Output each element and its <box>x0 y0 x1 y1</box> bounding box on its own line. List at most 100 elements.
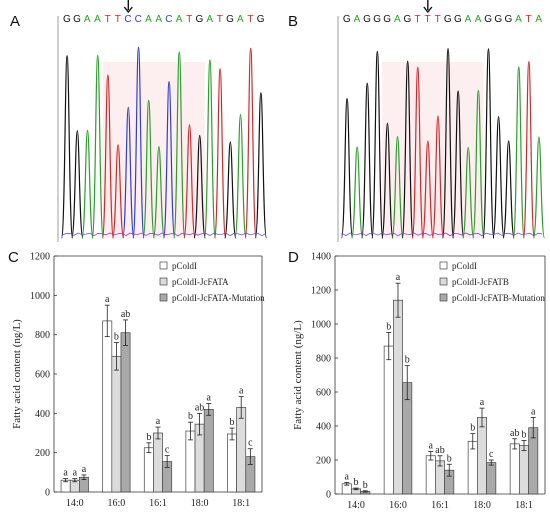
legend-entry: pColdI-JcFATB-Mutation <box>452 293 545 303</box>
bar <box>519 445 529 495</box>
trace-baseline <box>61 232 267 238</box>
quality-shading <box>102 62 205 238</box>
base-letter: G <box>257 14 265 25</box>
trace-peak <box>193 134 206 239</box>
trace-peak <box>411 66 424 239</box>
y-tick-label: 0 <box>45 488 50 499</box>
trace-peak <box>234 113 247 239</box>
significance-letter: a <box>345 471 350 482</box>
significance-letter: a <box>396 272 401 283</box>
y-tick-label: 1200 <box>311 286 331 297</box>
trace-peak <box>213 68 227 239</box>
base-letter: T <box>105 14 112 25</box>
trace-peak <box>431 115 445 239</box>
quality-shading <box>382 62 484 238</box>
significance-letter: ab <box>510 428 519 439</box>
trace-peak <box>183 124 196 239</box>
trace-peak <box>482 48 495 239</box>
bar-chart-d: D 0 200 400 600 800 1000 1200 1400 Fatty acid co… <box>288 249 546 511</box>
significance-letter: b <box>114 332 119 343</box>
base-letter: G <box>373 14 381 25</box>
arrow-head <box>123 6 133 14</box>
significance-letter: a <box>82 464 87 475</box>
base-letter: G <box>505 14 513 25</box>
legend-swatch <box>439 277 448 286</box>
base-letter: G <box>226 14 234 25</box>
x-tick-label: 16:0 <box>389 500 407 511</box>
legend-swatch <box>159 277 168 286</box>
trace-peak <box>532 136 546 239</box>
base-letter: T <box>435 14 442 25</box>
legend-swatch <box>439 293 448 302</box>
bar <box>236 407 247 493</box>
trace-peak <box>91 54 104 239</box>
trace-peak <box>203 59 217 239</box>
trace-peak <box>81 129 94 239</box>
chromatogram-a <box>57 16 268 242</box>
base-letter: A <box>394 14 401 25</box>
trace-peak <box>111 144 125 239</box>
significance-letter: b <box>386 322 391 333</box>
chromatogram-b <box>337 16 546 242</box>
significance-letter: ab <box>121 309 130 320</box>
trace-peak <box>452 90 465 239</box>
significance-letter: ab <box>435 445 444 456</box>
x-tick-label: 16:0 <box>108 498 126 509</box>
base-letter: G <box>73 14 81 25</box>
significance-letter: ab <box>195 402 204 413</box>
significance-letter: a <box>63 468 68 479</box>
y-tick-label: 400 <box>35 409 50 420</box>
significance-letter: b <box>470 423 475 434</box>
x-tick-label: 18:1 <box>232 498 250 509</box>
y-tick-label: 200 <box>35 448 50 459</box>
y-tick-label: 600 <box>316 388 331 399</box>
trace-peak <box>502 140 515 239</box>
trace-peak <box>60 55 74 239</box>
significance-letter: c <box>489 449 494 460</box>
bar <box>120 332 131 493</box>
y-tick-label: 1200 <box>30 252 50 263</box>
base-letter: A <box>206 14 213 25</box>
y-tick-label: 200 <box>316 456 331 467</box>
y-tick-label: 1400 <box>311 252 331 263</box>
trace-peak <box>472 89 485 239</box>
trace-peak <box>71 130 84 239</box>
significance-letter: b <box>447 453 452 464</box>
base-letter: A <box>465 14 472 25</box>
base-letter: C <box>135 14 143 25</box>
legend-entry: pColdI-JcFATA <box>172 277 229 287</box>
y-axis-label: Fatty acid content (ng/L) <box>11 319 23 429</box>
base-letter: A <box>155 14 162 25</box>
significance-letter: a <box>156 416 161 427</box>
trace-peak <box>162 80 176 239</box>
x-tick-label: 14:0 <box>347 500 365 511</box>
significance-letter: a <box>239 386 244 397</box>
trace-peak <box>351 146 364 239</box>
base-letter: T <box>115 14 122 25</box>
base-letter: A <box>237 14 244 25</box>
legend-entry: pColdI <box>172 261 197 271</box>
trace-peak <box>441 48 455 239</box>
trace-peak <box>421 140 434 239</box>
trace-peak <box>254 92 268 239</box>
base-letter: G <box>404 14 412 25</box>
base-letter: G <box>63 14 71 25</box>
legend-swatch <box>159 293 168 302</box>
base-letter: T <box>217 14 224 25</box>
trace-peak <box>492 115 505 239</box>
trace-peak <box>512 66 525 239</box>
significance-letter: b <box>405 355 410 366</box>
base-letter: G <box>383 14 391 25</box>
bar-chart-c: C 0 200 400 600 800 1000 1200 Fatty acid conten… <box>8 249 265 509</box>
trace-baseline <box>341 232 543 238</box>
y-tick-label: 600 <box>35 370 50 381</box>
trace-peak <box>152 146 166 239</box>
bar <box>227 433 237 493</box>
significance-letter: a <box>73 468 78 479</box>
base-letter: A <box>94 14 101 25</box>
trace-peak <box>401 60 414 239</box>
bar <box>477 417 487 495</box>
